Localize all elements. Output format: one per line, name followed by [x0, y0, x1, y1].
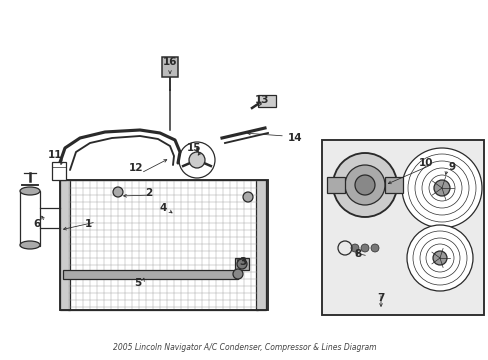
Circle shape	[189, 152, 204, 168]
Bar	[20, 191, 40, 246]
Circle shape	[432, 251, 446, 265]
Text: 7: 7	[377, 293, 384, 303]
Bar	[321, 140, 483, 315]
Bar	[256, 180, 265, 310]
Circle shape	[232, 269, 243, 279]
Bar	[235, 258, 248, 270]
Bar	[162, 57, 178, 77]
Text: 16: 16	[163, 57, 177, 67]
Text: 11: 11	[48, 150, 62, 160]
Circle shape	[401, 148, 481, 228]
Bar	[60, 180, 70, 310]
Circle shape	[354, 175, 374, 195]
Circle shape	[237, 259, 246, 269]
Ellipse shape	[20, 187, 40, 195]
Bar	[60, 180, 267, 310]
Bar	[384, 177, 402, 193]
Text: 9: 9	[447, 162, 455, 172]
Circle shape	[350, 244, 358, 252]
Text: 1: 1	[84, 219, 91, 229]
Text: 14: 14	[287, 133, 302, 143]
Circle shape	[332, 153, 396, 217]
Text: 2005 Lincoln Navigator A/C Condenser, Compressor & Lines Diagram: 2005 Lincoln Navigator A/C Condenser, Co…	[113, 343, 375, 352]
Text: 13: 13	[254, 95, 269, 105]
Text: 12: 12	[128, 163, 143, 173]
Bar	[258, 95, 275, 107]
Text: 10: 10	[418, 158, 432, 168]
Circle shape	[243, 192, 252, 202]
Text: 5: 5	[134, 278, 142, 288]
Text: 6: 6	[33, 219, 41, 229]
Circle shape	[370, 244, 378, 252]
Bar	[326, 177, 345, 193]
Bar	[63, 270, 238, 279]
Circle shape	[433, 180, 449, 196]
Text: 3: 3	[239, 257, 246, 267]
Bar	[68, 180, 258, 310]
Circle shape	[360, 244, 368, 252]
Ellipse shape	[20, 241, 40, 249]
Circle shape	[406, 225, 472, 291]
Text: 2: 2	[145, 188, 152, 198]
Text: 8: 8	[354, 249, 361, 259]
Text: 4: 4	[159, 203, 166, 213]
Bar	[52, 162, 66, 180]
Circle shape	[345, 165, 384, 205]
Circle shape	[113, 187, 123, 197]
Text: 15: 15	[186, 143, 201, 153]
